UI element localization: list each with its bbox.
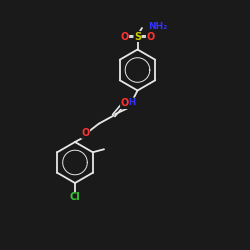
Text: O: O: [120, 98, 129, 108]
Text: NH₂: NH₂: [148, 22, 168, 30]
Text: O: O: [120, 32, 128, 42]
Text: Cl: Cl: [70, 192, 80, 202]
Text: NH: NH: [121, 98, 136, 107]
Text: O: O: [146, 32, 154, 42]
Text: O: O: [82, 128, 90, 138]
Text: S: S: [134, 32, 141, 42]
